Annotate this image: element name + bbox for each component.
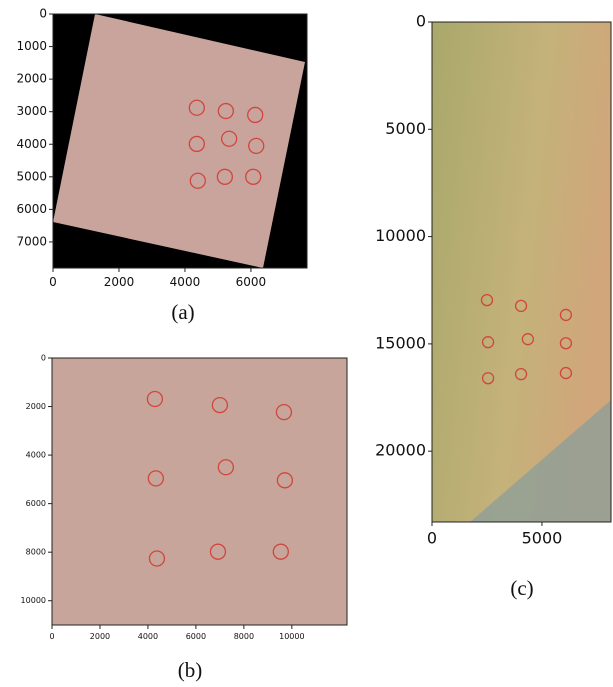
image-background: [52, 358, 347, 625]
x-tick-label: 10000: [279, 632, 304, 641]
caption: (c): [510, 576, 533, 600]
caption: (a): [171, 300, 194, 324]
x-tick-label: 2000: [90, 632, 110, 641]
y-tick-label: 0: [41, 354, 46, 363]
x-tick-label: 2000: [104, 275, 135, 289]
x-tick-label: 4000: [138, 632, 158, 641]
y-tick-label: 3000: [16, 104, 47, 118]
y-tick-label: 0: [416, 12, 426, 31]
y-tick-label: 1000: [16, 39, 47, 53]
caption: (b): [178, 658, 203, 682]
y-tick-label: 10000: [375, 226, 426, 245]
x-tick-label: 0: [49, 275, 57, 289]
y-tick-label: 6000: [26, 499, 46, 508]
y-tick-label: 6000: [16, 202, 47, 216]
y-tick-label: 2000: [26, 402, 46, 411]
x-tick-label: 0: [427, 529, 437, 548]
x-tick-label: 5000: [522, 529, 563, 548]
figure: (a) (b) (c) 0 2000 4000 6000 0 1000 2000 3000 40…: [0, 0, 613, 687]
y-tick-label: 2000: [16, 72, 47, 86]
y-tick-label: 7000: [16, 234, 47, 248]
y-tick-label: 5000: [16, 169, 47, 183]
x-tick-label: 4000: [170, 275, 201, 289]
x-tick-label: 6000: [236, 275, 267, 289]
x-tick-label: 6000: [186, 632, 206, 641]
y-tick-label: 8000: [26, 548, 46, 557]
x-tick-label: 8000: [234, 632, 254, 641]
y-tick-label: 5000: [385, 119, 426, 138]
y-tick-label: 10000: [21, 596, 46, 605]
y-tick-label: 15000: [375, 333, 426, 352]
y-tick-label: 0: [39, 7, 47, 21]
y-tick-label: 4000: [26, 451, 46, 460]
y-tick-label: 20000: [375, 441, 426, 460]
y-tick-label: 4000: [16, 137, 47, 151]
x-tick-label: 0: [49, 632, 54, 641]
